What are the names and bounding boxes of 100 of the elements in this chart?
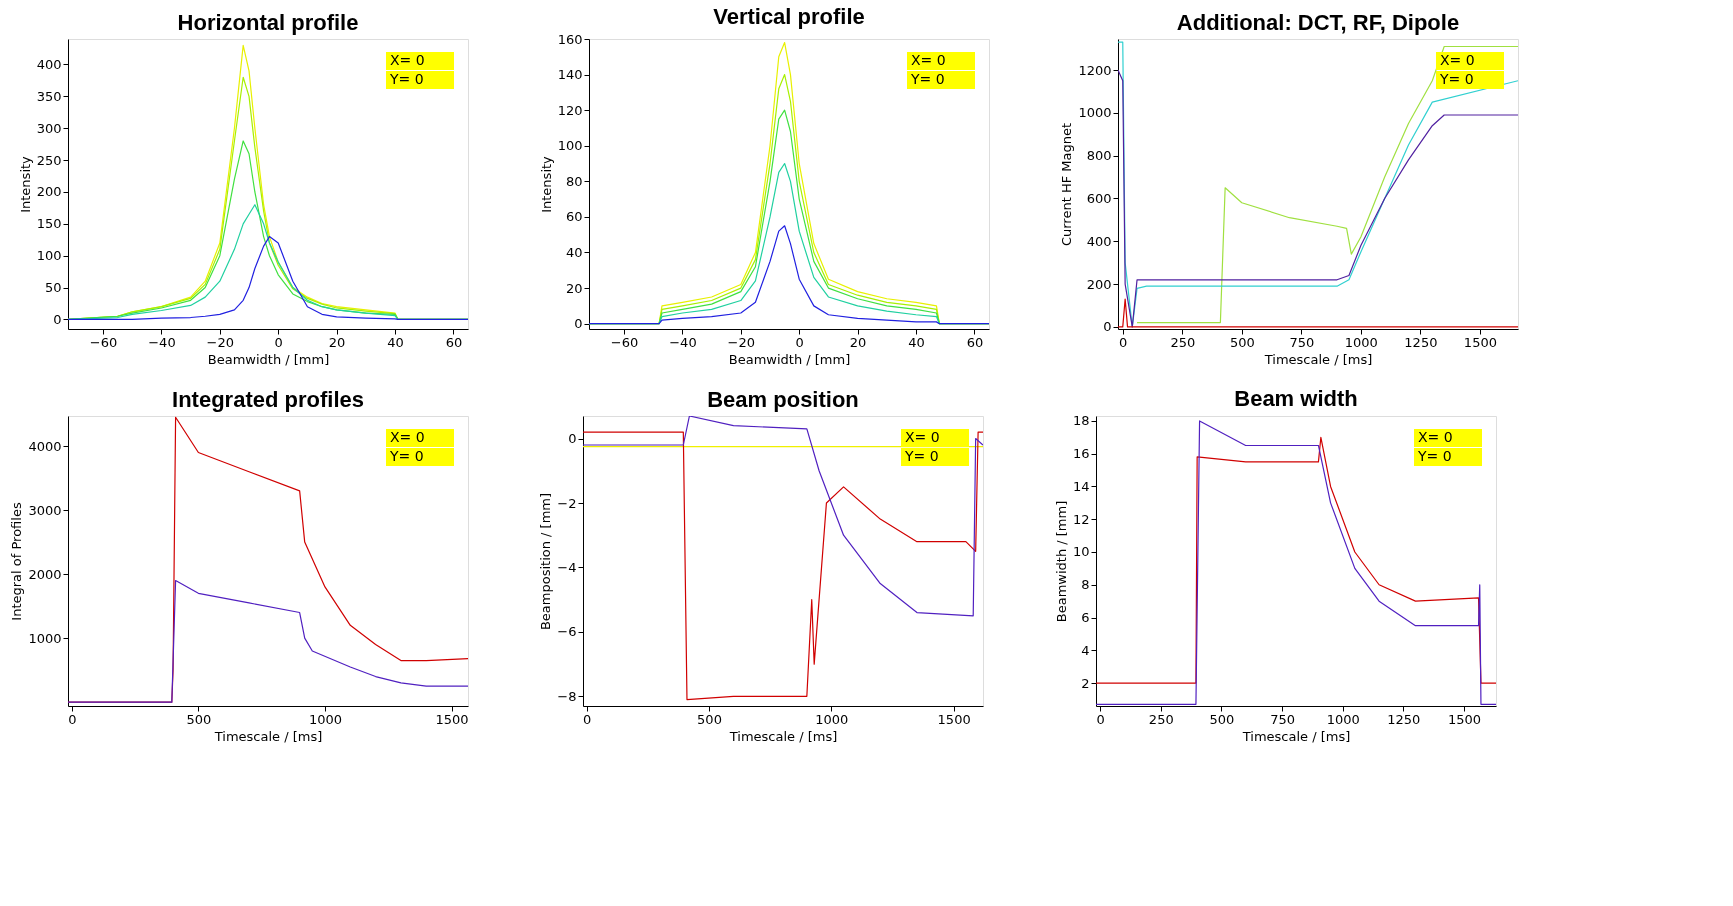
x-tick-label: −40 [148,334,176,350]
y-tick-label: 16 [1072,446,1090,462]
annotation: Y= 0 [389,71,424,87]
x-tick-label: 1250 [1387,711,1421,727]
y-tick-label: 18 [1072,413,1090,429]
y-tick-label: 400 [36,56,62,72]
y-axis-title: Intensity [538,155,554,213]
x-tick-label: 750 [1270,711,1295,727]
x-axis-title: Timescale / [ms] [728,728,838,744]
y-tick-label: −4 [557,559,577,575]
x-tick-label: 40 [387,334,404,350]
annotation: Y= 0 [1417,448,1452,464]
x-tick-label: 0 [68,711,77,727]
x-tick-label: 60 [966,334,984,350]
y-tick-label: 350 [36,88,62,104]
x-tick-label: −60 [89,334,118,350]
y-tick-label: 3000 [28,502,62,518]
y-axis-title: Integral of Profiles [9,502,25,621]
y-tick-label: 8 [1081,577,1090,593]
x-tick-label: 500 [1229,334,1255,350]
x-tick-label: 750 [1289,334,1315,350]
y-tick-label: 600 [1086,190,1112,206]
y-tick-label: 2000 [28,566,62,582]
y-tick-label: 200 [1086,276,1112,292]
x-axis-title: Beamwidth / [mm] [207,351,330,367]
annotation: X= 0 [1440,52,1475,68]
y-tick-label: 150 [36,216,62,232]
y-tick-label: 0 [53,311,62,327]
x-tick-label: −20 [206,334,235,350]
x-tick-label: 1000 [1344,334,1378,350]
chart-title: Beam position [707,387,859,412]
y-tick-label: −2 [557,495,577,511]
x-axis-title: Timescale / [ms] [1263,351,1373,367]
y-tick-label: 120 [557,102,583,118]
x-tick-label: 250 [1170,334,1196,350]
y-tick-label: 300 [36,120,62,136]
y-tick-label: 0 [574,316,583,332]
y-axis-title: Beamwidth / [mm] [1053,500,1069,623]
y-axis-title: Beamposition / [mm] [538,492,554,631]
x-tick-label: 20 [849,334,867,350]
line-series [589,225,989,325]
y-tick-label: 800 [1086,148,1112,164]
y-tick-label: 20 [565,280,583,296]
y-tick-label: 400 [1086,233,1112,249]
y-tick-label: 10 [1072,544,1090,560]
x-tick-label: 1250 [1404,334,1438,350]
x-tick-label: 1000 [1326,711,1360,727]
x-axis-title: Timescale / [ms] [213,728,323,744]
annotation: Y= 0 [910,71,945,87]
annotation: Y= 0 [389,448,424,464]
y-tick-label: 50 [44,280,62,296]
line-series [583,431,983,701]
chart-title: Vertical profile [713,4,865,29]
x-tick-label: −20 [727,334,756,350]
x-tick-label: 500 [186,711,212,727]
annotation: X= 0 [911,52,946,68]
y-axis-title: Intensity [17,155,33,213]
x-tick-label: 500 [1209,711,1235,727]
x-tick-label: 1000 [815,711,849,727]
x-tick-label: 0 [795,334,804,350]
y-tick-label: 100 [557,138,583,154]
chart-title: Horizontal profile [177,10,359,35]
x-axis-title: Timescale / [ms] [1241,728,1351,744]
y-tick-label: 1000 [28,630,62,646]
y-tick-label: 4 [1081,642,1090,658]
y-tick-label: 100 [36,248,62,264]
annotation: X= 0 [390,429,425,445]
x-tick-label: 60 [445,334,463,350]
y-tick-label: 200 [36,184,62,200]
x-tick-label: −60 [610,334,639,350]
chart-title: Beam width [1234,385,1358,411]
annotation: Y= 0 [1439,71,1474,87]
x-tick-label: 250 [1148,711,1174,727]
y-tick-label: 160 [557,31,583,47]
annotation: Y= 0 [904,448,939,464]
line-series [583,416,983,617]
y-tick-label: 40 [565,245,583,260]
x-tick-label: −40 [669,334,697,350]
chart-title: Additional: DCT, RF, Dipole [1176,10,1460,35]
x-tick-label: 1500 [937,711,971,727]
x-tick-label: 20 [328,334,346,350]
y-tick-label: 6 [1081,610,1090,626]
y-tick-label: 14 [1072,478,1090,494]
y-tick-label: 0 [568,431,577,447]
y-tick-label: 250 [36,152,62,168]
annotation: X= 0 [390,52,425,68]
y-tick-label: 140 [557,67,583,83]
x-tick-label: 0 [1119,334,1128,350]
y-tick-label: 1200 [1078,62,1112,78]
line-series [68,579,468,703]
chart-title: Integrated profiles [172,387,364,412]
y-tick-label: 80 [565,173,583,189]
x-tick-label: 0 [274,334,283,350]
x-tick-label: 500 [697,711,722,727]
y-tick-label: 4000 [28,438,62,454]
x-tick-label: 40 [908,334,925,350]
y-tick-label: 2 [1081,675,1090,691]
line-series [68,235,468,321]
x-axis-title: Beamwidth / [mm] [728,351,851,367]
x-tick-label: 1000 [308,711,343,727]
